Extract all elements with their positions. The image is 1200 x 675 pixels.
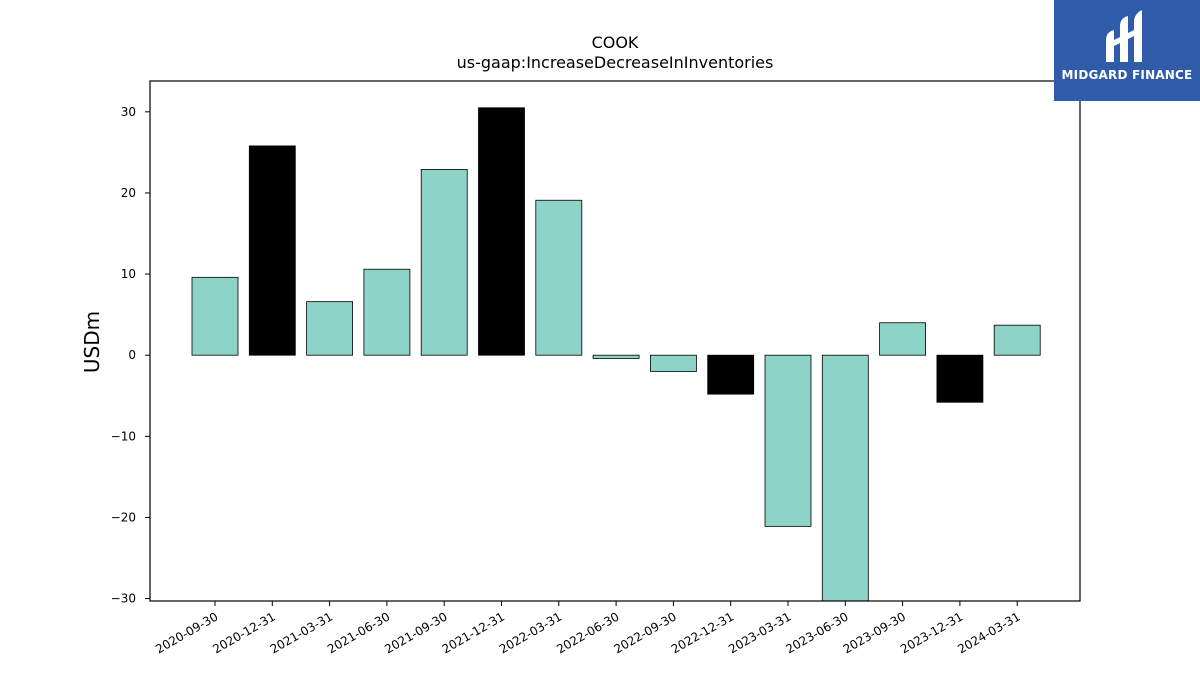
bar-2022-06-30	[592, 354, 640, 359]
x-tick-label: 2024-03-31	[955, 609, 1022, 656]
x-tick-label: 2023-09-30	[841, 609, 908, 656]
x-tick-label: 2021-03-31	[268, 609, 335, 656]
bar-2021-06-30	[363, 268, 411, 356]
x-tick-label: 2023-12-31	[898, 609, 965, 656]
logo-mark-icon	[1106, 10, 1142, 62]
bar-2024-03-31	[993, 324, 1041, 356]
midgard-finance-logo: MIDGARD FINANCE	[1054, 0, 1200, 101]
bar-2023-09-30	[879, 322, 926, 356]
y-tick-label: −30	[111, 592, 136, 606]
bar-2023-12-31	[936, 354, 984, 403]
y-tick-label: 20	[121, 186, 136, 200]
chart-subtitle: us-gaap:IncreaseDecreaseInInventories	[457, 53, 774, 72]
bars-group	[191, 107, 1041, 602]
x-tick-label: 2020-12-31	[210, 609, 277, 656]
y-tick-label: 0	[128, 348, 136, 362]
x-tick-label: 2023-06-30	[783, 609, 850, 656]
bar-2020-12-31	[248, 145, 296, 356]
plot-frame	[149, 80, 1081, 602]
x-tick-label: 2022-06-30	[554, 609, 621, 656]
y-tick-label: −20	[111, 510, 136, 524]
x-tick-label: 2023-03-31	[726, 609, 793, 656]
bar-2022-03-31	[535, 199, 583, 356]
y-axis-ticks: 30 20 10 0 −10 −20 −30	[111, 105, 150, 606]
y-tick-label: 30	[121, 105, 136, 119]
bar-2020-09-30	[191, 276, 239, 356]
logo-text: MIDGARD FINANCE	[1061, 68, 1193, 82]
x-tick-label: 2021-12-31	[440, 609, 507, 656]
bar-2021-09-30	[420, 169, 468, 356]
x-tick-label: 2022-12-31	[669, 609, 736, 656]
bar-2021-12-31	[478, 107, 525, 356]
x-axis-ticks: 2020-09-302020-12-312021-03-312021-06-30…	[153, 601, 1023, 656]
chart-title: COOK	[592, 33, 639, 52]
bar-2022-12-31	[707, 354, 755, 395]
x-tick-label: 2020-09-30	[153, 609, 220, 656]
y-axis-label: USDm	[80, 311, 104, 373]
x-tick-label: 2022-03-31	[497, 609, 564, 656]
y-tick-label: −10	[111, 429, 136, 443]
y-tick-label: 10	[121, 267, 136, 281]
x-tick-label: 2021-09-30	[382, 609, 449, 656]
bar-2023-06-30	[821, 354, 869, 602]
x-tick-label: 2021-06-30	[325, 609, 392, 656]
bar-2021-03-31	[306, 301, 354, 356]
bar-2023-03-31	[764, 354, 812, 527]
x-tick-label: 2022-09-30	[611, 609, 678, 656]
bar-2022-09-30	[650, 354, 697, 372]
